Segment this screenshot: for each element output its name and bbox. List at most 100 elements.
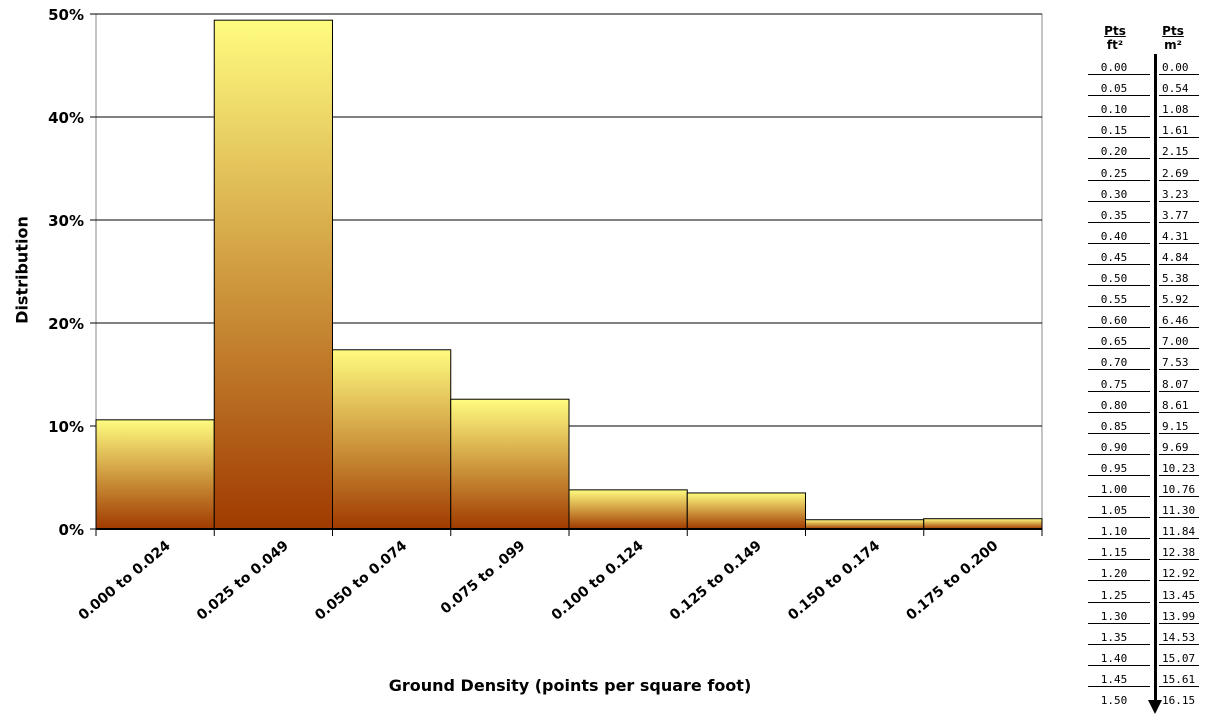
bar-3 <box>332 349 452 530</box>
conversion-row: 0.15 1.61 <box>1088 121 1204 139</box>
points-per-square-meter-value: 8.61 <box>1162 398 1189 412</box>
row-divider <box>1088 137 1150 139</box>
y-tick-label: 0% <box>59 521 84 539</box>
points-per-square-meter-value: 12.92 <box>1162 567 1196 581</box>
row-divider <box>1088 601 1150 603</box>
points-per-square-foot-value: 0.00 <box>1100 61 1128 74</box>
row-divider <box>1159 327 1199 329</box>
conversion-row: 1.40 15.07 <box>1088 649 1204 666</box>
bar-6 <box>686 492 806 530</box>
conversion-row: 0.85 9.15 <box>1088 417 1204 434</box>
points-per-square-foot-value: 0.70 <box>1100 356 1128 370</box>
row-divider <box>1159 685 1199 687</box>
row-divider <box>1088 580 1150 582</box>
conversion-row: 0.20 2.15 <box>1088 142 1204 160</box>
row-divider <box>1159 453 1199 455</box>
row-divider <box>1088 432 1150 434</box>
row-divider <box>1159 538 1199 540</box>
row-divider <box>1088 306 1150 308</box>
conversion-row: 0.55 5.92 <box>1088 290 1204 308</box>
points-per-square-meter-value: 9.69 <box>1162 440 1189 454</box>
bar-8 <box>923 518 1043 530</box>
x-tick-label: 0.125 to 0.149 <box>667 538 765 624</box>
conversion-row: 0.25 2.69 <box>1088 164 1204 181</box>
points-per-square-meter-value: 0.00 <box>1162 61 1189 74</box>
points-per-square-foot-value: 1.45 <box>1100 672 1128 686</box>
points-per-square-meter-value: 5.92 <box>1162 293 1189 307</box>
row-divider <box>1088 285 1150 286</box>
points-per-square-foot-value: 0.10 <box>1100 103 1128 117</box>
row-divider <box>1159 559 1199 561</box>
points-per-square-foot-value: 1.50 <box>1100 694 1128 707</box>
points-per-square-meter-value: 7.53 <box>1162 356 1189 370</box>
x-tick-label: 0.150 to 0.174 <box>785 538 883 624</box>
row-divider <box>1088 200 1150 202</box>
points-per-square-meter-value: 6.46 <box>1162 314 1189 328</box>
row-divider <box>1159 158 1199 160</box>
points-per-square-foot-value: 1.25 <box>1100 588 1128 602</box>
conversion-row: 0.95 10.23 <box>1088 459 1204 476</box>
row-divider <box>1088 263 1150 265</box>
bar-4 <box>450 398 570 530</box>
points-per-square-meter-value: 1.08 <box>1162 103 1189 117</box>
conversion-row: 0.70 7.53 <box>1088 353 1204 371</box>
points-per-square-meter-value: 7.00 <box>1162 335 1189 349</box>
x-tick-label: 0.025 to 0.049 <box>194 538 292 624</box>
points-per-square-foot-value: 0.55 <box>1100 293 1128 307</box>
histogram-chart: 0% 10% 20% 30% 40% 50% 0.000 to 0.024 0.025 to … <box>48 6 1043 624</box>
header-points-per-square-foot: Pts ft² <box>1104 24 1126 52</box>
row-divider <box>1088 74 1150 75</box>
points-per-square-foot-value: 0.15 <box>1100 124 1128 138</box>
x-tick-label: 0.175 to 0.200 <box>903 538 1001 624</box>
row-divider <box>1088 369 1150 371</box>
row-divider <box>1159 200 1199 202</box>
conversion-row: 0.90 9.69 <box>1088 438 1204 455</box>
points-per-square-foot-value: 1.10 <box>1100 525 1128 539</box>
row-divider <box>1088 453 1150 455</box>
points-per-square-meter-value: 13.99 <box>1162 609 1196 623</box>
bar-1 <box>95 419 215 530</box>
points-per-square-meter-value: 15.07 <box>1162 651 1196 665</box>
points-per-square-foot-value: 1.40 <box>1100 651 1128 665</box>
row-divider <box>1159 390 1199 392</box>
points-per-square-foot-value: 0.65 <box>1100 335 1128 349</box>
points-per-square-meter-value: 15.61 <box>1162 672 1196 686</box>
points-per-square-meter-value: 4.31 <box>1162 229 1189 243</box>
row-divider <box>1088 327 1150 329</box>
conversion-row: 1.30 13.99 <box>1088 607 1204 624</box>
row-divider <box>1159 411 1199 413</box>
points-per-square-meter-value: 5.38 <box>1162 272 1189 285</box>
points-per-square-foot-value: 0.95 <box>1100 461 1128 475</box>
points-per-square-foot-value: 1.30 <box>1100 609 1128 623</box>
points-per-square-meter-value: 4.84 <box>1162 250 1189 264</box>
conversion-row: 0.05 0.54 <box>1088 79 1204 97</box>
row-divider <box>1159 622 1199 624</box>
points-per-square-foot-value: 1.15 <box>1100 546 1128 560</box>
x-axis-title: Ground Density (points per square foot) <box>388 676 752 695</box>
row-divider <box>1159 664 1199 666</box>
header-points-per-square-meter: Pts m² <box>1162 24 1184 52</box>
points-per-square-foot-value: 0.90 <box>1100 440 1128 454</box>
y-axis-title: Distribution <box>12 216 32 324</box>
row-divider <box>1088 474 1150 476</box>
x-tick-label: 0.050 to 0.074 <box>312 538 410 624</box>
row-divider <box>1088 622 1150 624</box>
conversion-row: 1.50 16.15 <box>1088 691 1204 708</box>
row-divider <box>1088 179 1150 181</box>
points-per-square-foot-value: 0.75 <box>1100 377 1128 391</box>
row-divider <box>1088 348 1150 350</box>
bar-2 <box>213 19 333 530</box>
points-per-square-foot-value: 0.05 <box>1100 82 1128 96</box>
points-per-square-foot-value: 1.05 <box>1100 504 1128 518</box>
row-divider <box>1159 285 1199 286</box>
row-divider <box>1088 242 1150 244</box>
points-per-square-meter-value: 1.61 <box>1162 124 1189 138</box>
points-per-square-meter-value: 9.15 <box>1162 419 1189 433</box>
conversion-row: 0.80 8.61 <box>1088 396 1204 413</box>
points-per-square-meter-value: 16.15 <box>1162 694 1196 707</box>
points-per-square-meter-value: 10.23 <box>1162 461 1196 475</box>
conversion-row: 0.45 4.84 <box>1088 248 1204 265</box>
row-divider <box>1159 306 1199 308</box>
row-divider <box>1088 664 1150 666</box>
row-divider <box>1159 369 1199 371</box>
